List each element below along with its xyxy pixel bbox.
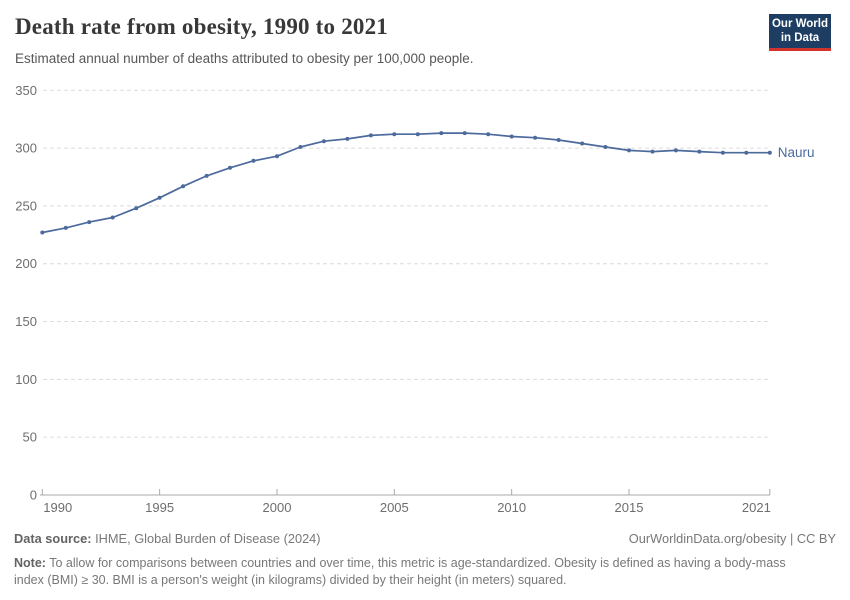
x-axis-tick-label: 2021 [742,500,771,515]
y-axis-tick-label: 150 [15,314,37,329]
data-point[interactable] [767,150,772,155]
chart-footer: Data source: IHME, Global Burden of Dise… [14,531,836,590]
data-point[interactable] [439,131,444,136]
data-point[interactable] [275,154,279,159]
data-point[interactable] [110,215,115,220]
data-point[interactable] [63,225,68,230]
data-source: Data source: IHME, Global Burden of Dise… [14,531,321,546]
data-point[interactable] [345,136,350,141]
data-point[interactable] [509,134,514,139]
owid-logo-line2: in Data [780,32,820,44]
x-axis-tick-label: 2000 [263,500,292,515]
data-point[interactable] [40,230,45,235]
data-point[interactable] [204,173,209,178]
data-point[interactable] [368,133,373,138]
source-row: Data source: IHME, Global Burden of Dise… [14,531,836,546]
data-source-text: IHME, Global Burden of Disease (2024) [91,531,321,546]
data-point[interactable] [462,131,467,136]
owid-logo-line1: Our World [771,17,828,30]
data-point[interactable] [556,138,561,142]
x-axis-tick-label: 1990 [43,500,72,515]
owid-logo: Our World in Data [769,14,831,51]
data-point[interactable] [415,132,420,137]
data-point[interactable] [673,148,678,153]
x-axis-tick-label: 2015 [615,500,644,515]
data-point[interactable] [720,150,725,155]
data-point[interactable] [627,148,631,153]
data-point[interactable] [321,139,326,144]
license-link[interactable]: OurWorldinData.org/obesity | CC BY [628,531,836,546]
data-point[interactable] [533,135,538,140]
data-point[interactable] [134,206,139,211]
series-line[interactable] [41,132,771,234]
data-point[interactable] [580,141,585,146]
y-axis-tick-label: 50 [23,430,37,445]
data-point[interactable] [744,150,749,155]
line-chart[interactable]: 0 50 100 150 200 250 300 350 1990 1995 2000 2005 201… [0,80,850,520]
chart-note: Note: To allow for comparisons between c… [14,555,816,590]
y-axis-tick-label: 300 [15,141,37,156]
data-point[interactable] [228,165,232,170]
data-point[interactable] [298,145,303,149]
data-point[interactable] [181,184,186,189]
y-axis-tick-label: 250 [15,198,37,213]
x-axis-tick-label: 2005 [380,500,409,515]
x-axis-tick-label: 2010 [497,500,526,515]
chart-subtitle: Estimated annual number of deaths attrib… [15,51,474,66]
data-point[interactable] [697,149,702,154]
y-axis-tick-label: 350 [15,83,37,98]
data-point[interactable] [392,132,397,137]
y-axis-tick-label: 200 [15,256,37,271]
x-axis-tick-label: 1995 [145,500,174,515]
series-label-nauru[interactable]: Nauru [778,145,815,160]
y-axis-tick-label: 0 [30,488,37,503]
note-label: Note: [14,556,46,570]
data-point[interactable] [157,195,162,200]
y-axis-tick-label: 100 [15,372,37,387]
page-title: Death rate from obesity, 1990 to 2021 [15,14,388,39]
data-source-label: Data source: [14,531,92,546]
note-text: To allow for comparisons between countri… [14,556,786,588]
data-point[interactable] [603,145,608,149]
data-point[interactable] [87,220,92,225]
data-point[interactable] [486,132,491,137]
data-point[interactable] [650,149,655,154]
data-point[interactable] [251,158,256,163]
